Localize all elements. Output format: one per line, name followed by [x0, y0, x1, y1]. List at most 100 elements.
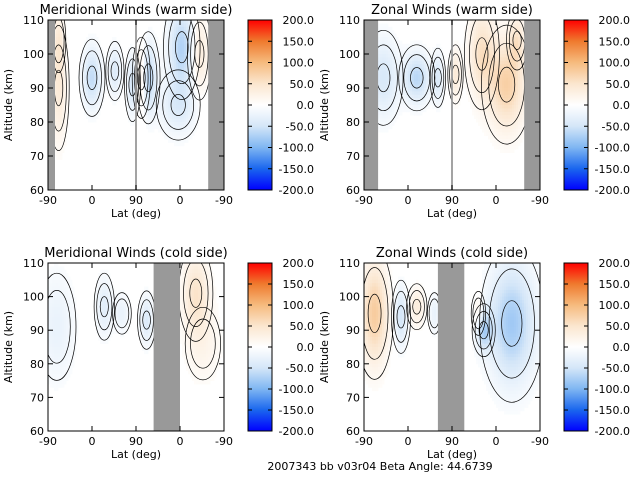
field-cell	[518, 139, 521, 143]
field-cell	[116, 60, 119, 65]
field-cell	[200, 88, 203, 92]
field-cell	[100, 296, 103, 301]
field-cell	[184, 37, 187, 41]
field-cell	[412, 50, 415, 55]
field-cell	[48, 330, 51, 334]
field-cell	[172, 26, 175, 31]
field-cell	[470, 94, 473, 99]
field-cell	[82, 60, 85, 65]
field-cell	[56, 347, 59, 351]
field-cell	[150, 94, 153, 99]
field-cell	[496, 84, 499, 89]
field-cell	[500, 145, 503, 150]
field-cell	[96, 77, 99, 82]
x-tick-label: -90	[531, 194, 549, 207]
field-cell	[492, 132, 495, 136]
field-cell	[124, 77, 127, 82]
field-cell	[464, 64, 467, 68]
field-cell	[500, 111, 503, 116]
field-cell	[416, 88, 419, 92]
field-cell	[62, 373, 65, 378]
field-cell	[522, 101, 525, 106]
field-cell	[126, 81, 129, 85]
field-cell	[152, 98, 155, 102]
field-cell	[204, 20, 207, 24]
field-cell	[484, 67, 487, 72]
field-cell	[176, 77, 179, 82]
field-cell	[440, 54, 443, 58]
field-cell	[430, 54, 433, 58]
field-cell	[420, 50, 423, 55]
field-cell	[188, 40, 191, 45]
field-cell	[176, 20, 179, 24]
field-cell	[168, 81, 171, 85]
field-cell	[72, 320, 75, 324]
field-cell	[464, 77, 467, 82]
field-cell	[58, 91, 61, 96]
field-cell	[166, 50, 169, 55]
field-cell	[164, 135, 167, 140]
field-cell	[116, 303, 119, 308]
field-cell	[472, 33, 475, 38]
field-cell	[500, 64, 503, 68]
field-cell	[488, 105, 491, 109]
field-cell	[520, 84, 523, 89]
field-cell	[82, 50, 85, 55]
field-cell	[488, 108, 491, 113]
field-cell	[392, 91, 395, 96]
field-cell	[58, 122, 61, 126]
field-cell	[478, 98, 481, 102]
field-cell	[154, 84, 157, 89]
field-cell	[150, 88, 153, 92]
field-cell	[102, 310, 105, 314]
field-cell	[406, 108, 409, 113]
field-cell	[402, 84, 405, 89]
field-cell	[60, 330, 63, 334]
field-cell	[182, 105, 185, 109]
field-cell	[146, 105, 149, 109]
field-cell	[60, 37, 63, 41]
field-cell	[132, 122, 135, 126]
field-cell	[84, 60, 87, 65]
field-cell	[492, 54, 495, 58]
field-cell	[500, 20, 503, 24]
field-cell	[66, 283, 69, 287]
field-cell	[502, 94, 505, 99]
field-cell	[144, 47, 147, 51]
field-cell	[108, 88, 111, 92]
field-cell	[414, 64, 417, 68]
field-cell	[178, 135, 181, 140]
field-cell	[202, 47, 205, 51]
field-cell	[186, 139, 189, 143]
field-cell	[190, 94, 193, 99]
field-cell	[482, 111, 485, 116]
field-cell	[436, 67, 439, 72]
field-cell	[132, 60, 135, 65]
field-cell	[484, 128, 487, 133]
field-cell	[506, 64, 509, 68]
field-cell	[192, 40, 195, 45]
field-cell	[162, 122, 165, 126]
field-cell	[168, 23, 171, 28]
field-cell	[60, 306, 63, 311]
field-cell	[114, 40, 117, 45]
field-cell	[420, 84, 423, 89]
field-cell	[496, 115, 499, 119]
field-cell	[148, 115, 151, 119]
field-cell	[440, 50, 443, 55]
field-cell	[472, 20, 475, 24]
field-cell	[478, 115, 481, 119]
field-cell	[480, 67, 483, 72]
field-cell	[472, 64, 475, 68]
field-cell	[154, 74, 157, 79]
field-cell	[52, 303, 55, 308]
field-cell	[198, 43, 201, 48]
field-cell	[476, 94, 479, 99]
field-cell	[468, 71, 471, 75]
field-cell	[170, 74, 173, 79]
field-cell	[172, 105, 175, 109]
field-cell	[190, 67, 193, 72]
field-cell	[52, 276, 55, 281]
field-cell	[146, 81, 149, 85]
field-cell	[114, 91, 117, 96]
